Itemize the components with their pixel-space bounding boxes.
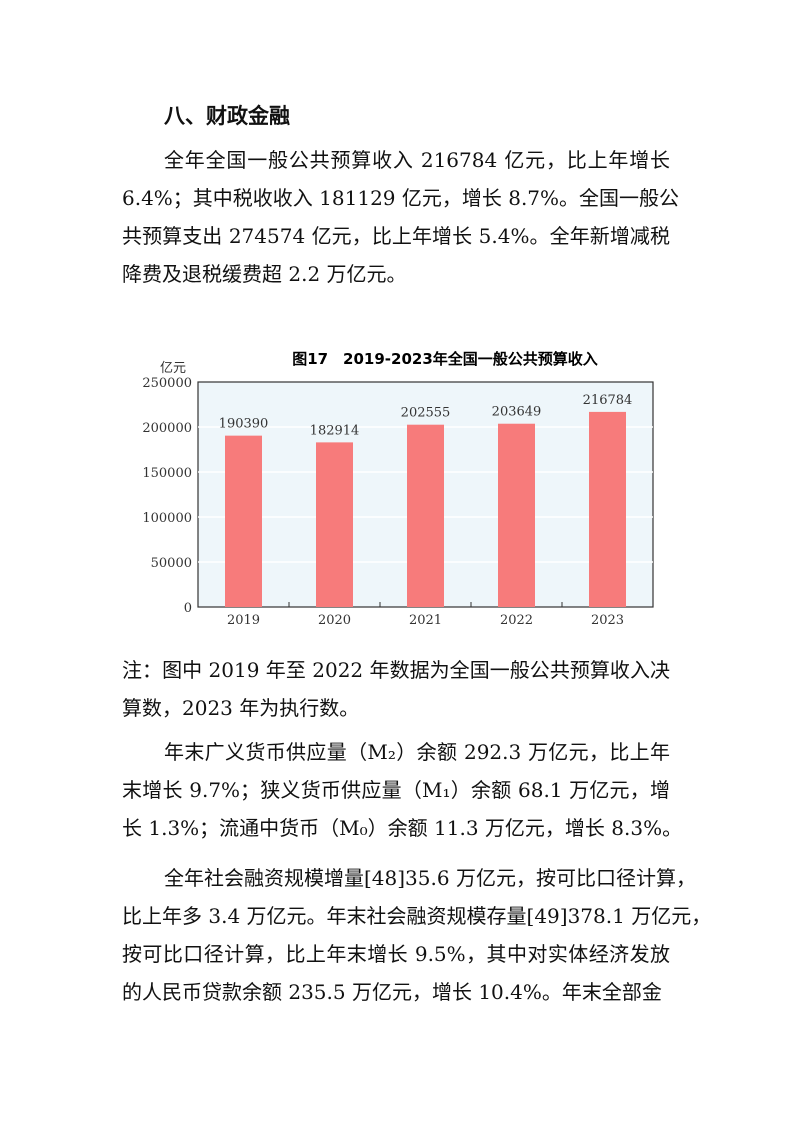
x-tick-label: 2022 xyxy=(500,613,533,628)
data-label: 203649 xyxy=(492,405,542,420)
text-line: 算数，2023 年为执行数。 xyxy=(122,696,360,720)
bar-2020 xyxy=(316,442,353,607)
y-tick-label: 100000 xyxy=(142,511,192,526)
chart-title: 图17 2019-2023年全国一般公共预算收入 xyxy=(292,350,598,368)
x-tick-label: 2020 xyxy=(318,613,351,628)
data-label: 182914 xyxy=(310,423,360,438)
y-axis-unit: 亿元 xyxy=(160,361,186,376)
text-line: 降费及退税缓费超 2.2 万亿元。 xyxy=(122,262,407,286)
bar-2021 xyxy=(407,424,444,607)
text-line: 按可比口径计算，比上年末增长 9.5%，其中对实体经济发放 xyxy=(122,942,670,966)
text-line: 的人民币贷款余额 235.5 万亿元，增长 10.4%。年末全部金 xyxy=(122,980,662,1004)
text-line: 全年全国一般公共预算收入 216784 亿元，比上年增长 xyxy=(164,148,670,172)
text-line: 6.4%；其中税收收入 181129 亿元，增长 8.7%。全国一般公 xyxy=(122,186,680,210)
bar-2022 xyxy=(498,423,535,607)
paragraph-fiscal: 全年全国一般公共预算收入 216784 亿元，比上年增长 6.4%；其中税收收入 … xyxy=(122,141,680,293)
y-tick-label: 250000 xyxy=(142,376,192,391)
text-line: 年末广义货币供应量（M₂）余额 292.3 万亿元，比上年 xyxy=(164,740,670,764)
chart-note: 注：图中 2019 年至 2022 年数据为全国一般公共预算收入决 算数，2023… xyxy=(122,651,670,727)
text-line: 长 1.3%；流通中货币（M₀）余额 11.3 万亿元，增长 8.3%。 xyxy=(122,816,683,840)
data-label: 202555 xyxy=(401,406,451,421)
y-tick-label: 150000 xyxy=(142,466,192,481)
section-title: 八、财政金融 xyxy=(164,104,290,128)
x-tick-label: 2023 xyxy=(591,613,624,628)
text-line: 共预算支出 274574 亿元，比上年增长 5.4%。全年新增减税 xyxy=(122,224,670,248)
paragraph-social-financing: 全年社会融资规模增量[48]35.6 万亿元，按可比口径计算， 比上年多 3.4 … xyxy=(122,859,712,1011)
bar-2019 xyxy=(225,435,262,607)
x-tick-label: 2019 xyxy=(227,613,260,628)
text-line: 注：图中 2019 年至 2022 年数据为全国一般公共预算收入决 xyxy=(122,658,670,682)
text-line: 全年社会融资规模增量[48]35.6 万亿元，按可比口径计算， xyxy=(164,866,696,890)
text-line: 末增长 9.7%；狭义货币供应量（M₁）余额 68.1 万亿元，增 xyxy=(122,778,670,802)
data-label: 216784 xyxy=(583,393,633,408)
x-tick-label: 2021 xyxy=(409,613,442,628)
bar-2023 xyxy=(589,411,626,607)
text-line: 比上年多 3.4 万亿元。年末社会融资规模存量[49]378.1 万亿元， xyxy=(122,904,712,928)
data-label: 190390 xyxy=(219,417,269,432)
y-tick-label: 50000 xyxy=(151,556,192,571)
y-tick-label: 200000 xyxy=(142,421,192,436)
paragraph-money-supply: 年末广义货币供应量（M₂）余额 292.3 万亿元，比上年末增长 9.7%；狭义… xyxy=(122,733,683,847)
y-tick-label: 0 xyxy=(184,601,192,616)
